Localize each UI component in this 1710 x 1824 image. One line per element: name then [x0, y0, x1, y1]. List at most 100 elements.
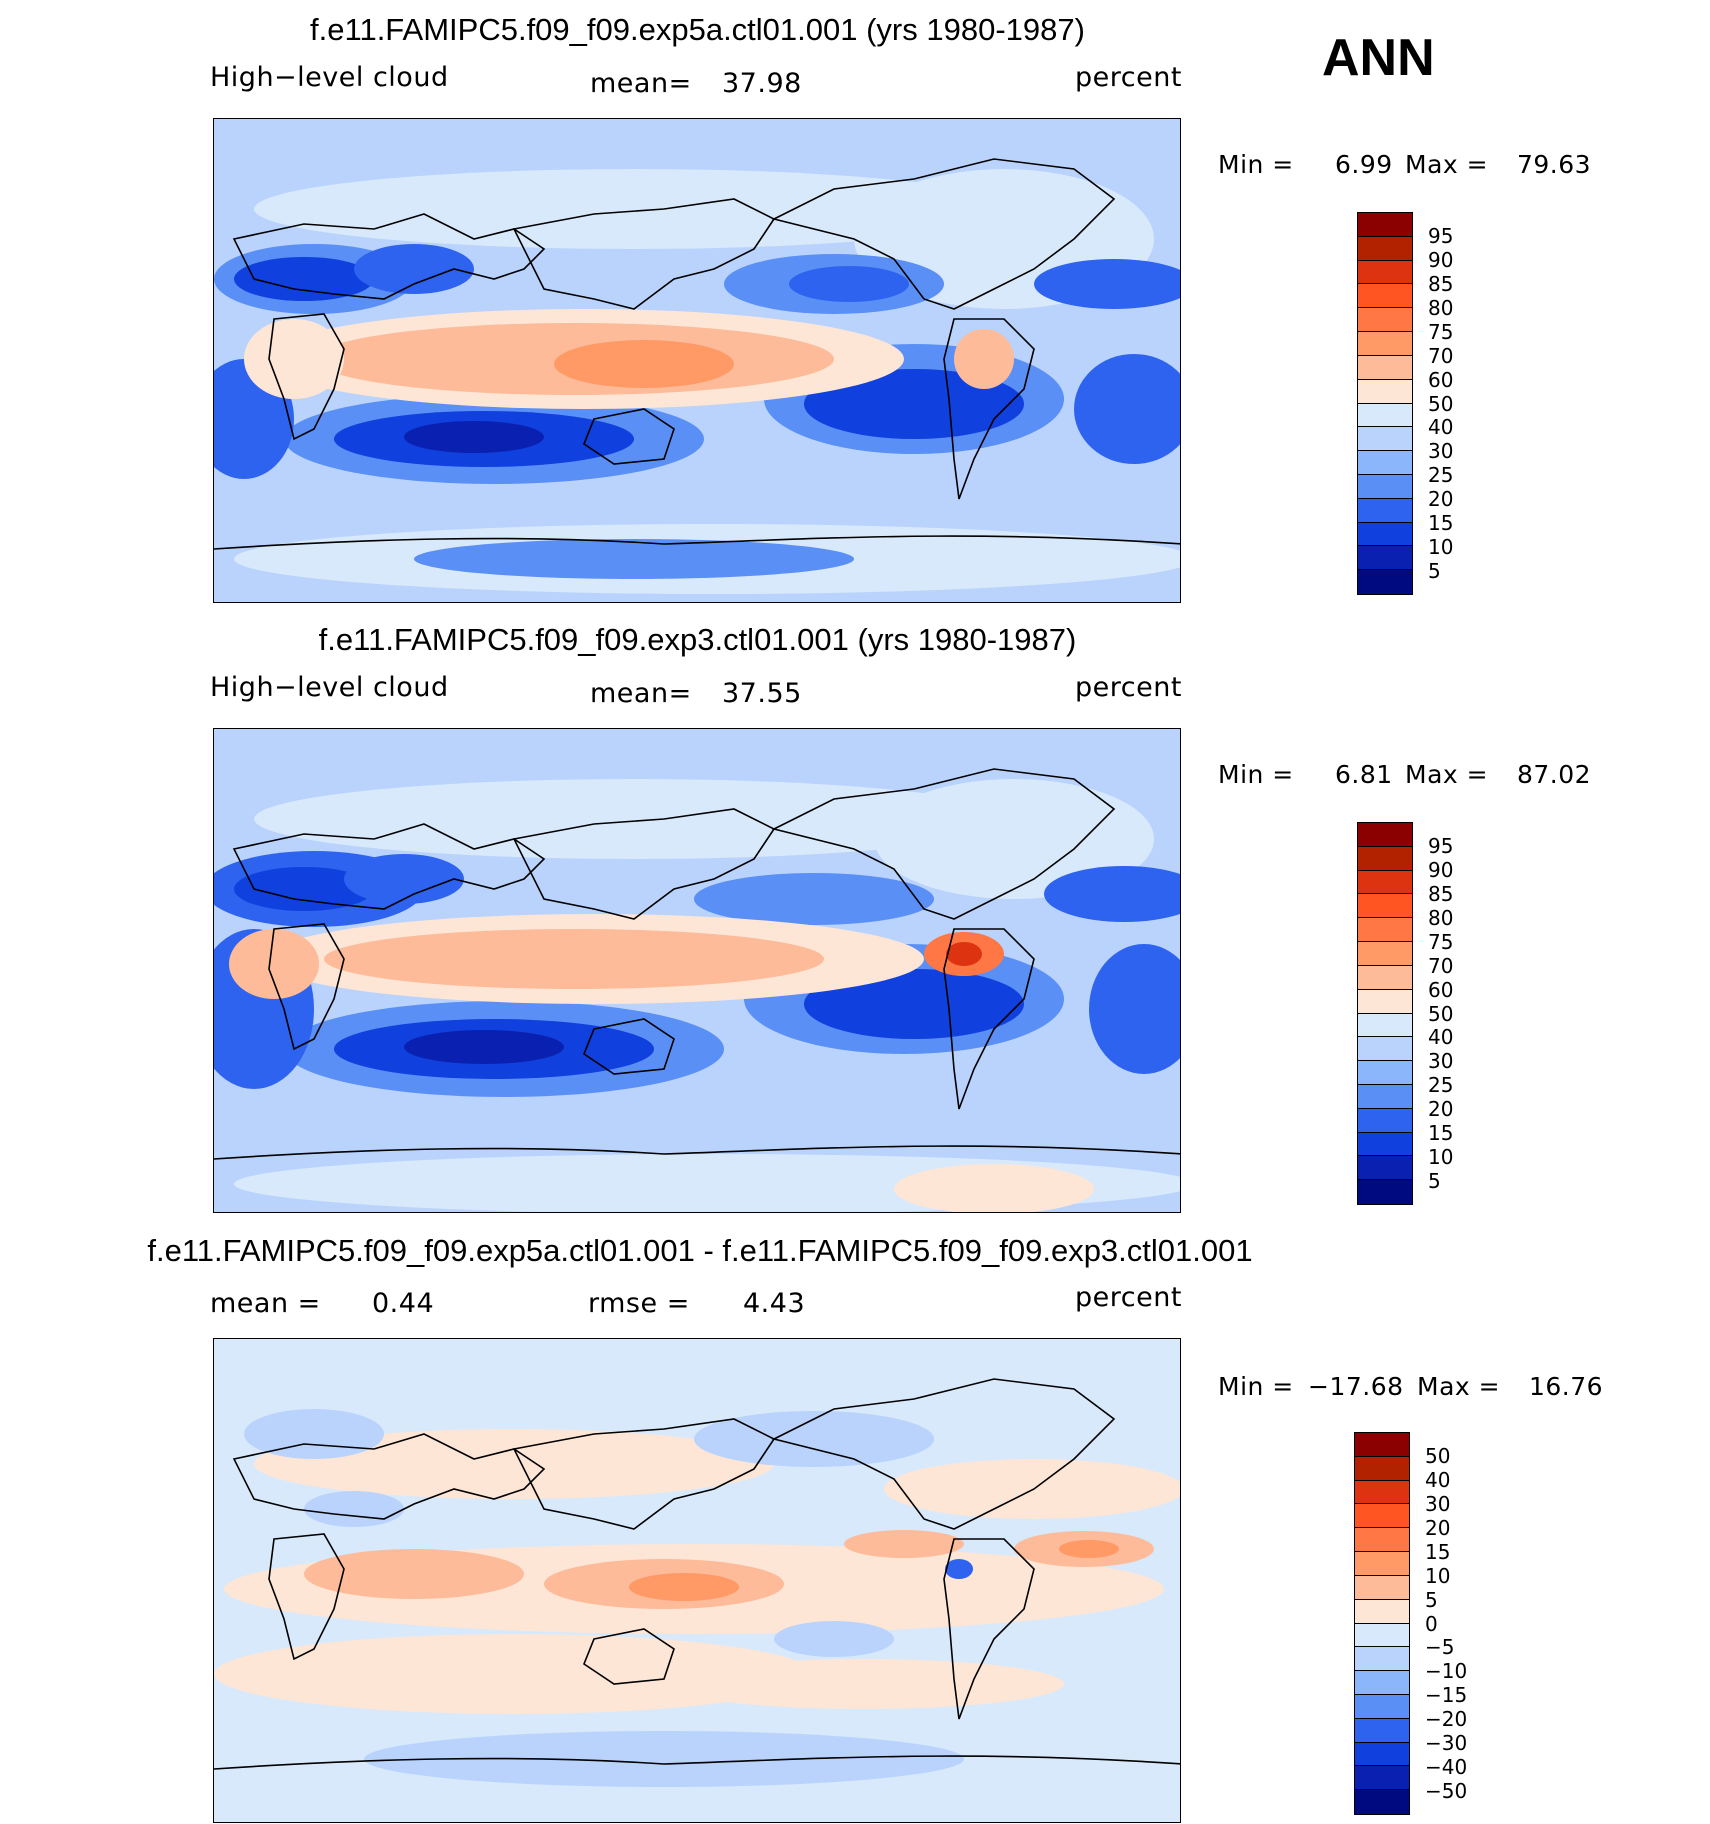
panel-2-colorbar	[1357, 822, 1413, 1205]
season-label: ANN	[1322, 29, 1435, 87]
panel-3-units: percent	[1075, 1282, 1182, 1313]
tick-label: 40	[1425, 1467, 1451, 1492]
colorbar-swatch	[1355, 1480, 1409, 1505]
colorbar-swatch	[1355, 1718, 1409, 1743]
colorbar-swatch	[1355, 1647, 1409, 1672]
tick-label: 85	[1428, 271, 1454, 296]
panel-1-mean-label: mean=	[590, 68, 692, 99]
tick-label: −10	[1425, 1659, 1468, 1684]
tick-label: 50	[1428, 391, 1454, 416]
panel-3-rmse-value: 4.43	[743, 1288, 806, 1319]
tick-label: 80	[1428, 905, 1454, 930]
colorbar-swatch	[1358, 1156, 1412, 1181]
colorbar-swatch	[1358, 522, 1412, 547]
panel-3-min-label: Min =	[1218, 1372, 1294, 1401]
tick-label: 30	[1428, 1049, 1454, 1074]
tick-label: 40	[1428, 415, 1454, 440]
tick-label: 5	[1428, 559, 1441, 584]
colorbar-swatch	[1355, 1766, 1409, 1791]
colorbar-swatch	[1358, 1013, 1412, 1038]
tick-label: 25	[1428, 1073, 1454, 1098]
panel-3-min-value: −17.68	[1308, 1372, 1404, 1401]
panel-1-min-value: 6.99	[1335, 150, 1393, 179]
colorbar-swatch	[1358, 894, 1412, 919]
colorbar-swatch	[1358, 308, 1412, 333]
tick-label: 20	[1428, 1097, 1454, 1122]
colorbar-swatch	[1355, 1790, 1409, 1814]
panel-3-colorbar	[1354, 1432, 1410, 1815]
colorbar-swatch	[1355, 1623, 1409, 1648]
colorbar-swatch	[1355, 1575, 1409, 1600]
tick-label: 15	[1428, 1121, 1454, 1146]
colorbar-swatch	[1358, 965, 1412, 990]
colorbar-swatch	[1355, 1552, 1409, 1576]
colorbar-swatch	[1355, 1456, 1409, 1481]
tick-label: 95	[1428, 223, 1454, 248]
panel-1-max-value: 79.63	[1517, 150, 1592, 179]
colorbar-swatch	[1358, 451, 1412, 475]
colorbar-swatch	[1355, 1504, 1409, 1529]
colorbar-swatch	[1358, 942, 1412, 966]
panel-3-mean-label: mean =	[210, 1288, 321, 1319]
colorbar-swatch	[1355, 1694, 1409, 1719]
panel-3-field	[214, 1339, 1180, 1822]
colorbar-swatch	[1358, 427, 1412, 452]
panel-3-max-label: Max =	[1417, 1372, 1501, 1401]
panel-2-variable: High−level cloud	[210, 672, 449, 703]
panel-3-mean-value: 0.44	[372, 1288, 435, 1319]
colorbar-swatch	[1358, 846, 1412, 871]
tick-label: 30	[1428, 439, 1454, 464]
colorbar-swatch	[1355, 1433, 1409, 1457]
panel-1-mean-value: 37.98	[722, 68, 802, 99]
panel-2-max-value: 87.02	[1517, 760, 1592, 789]
colorbar-swatch	[1358, 474, 1412, 499]
colorbar-swatch	[1358, 403, 1412, 428]
tick-label: 30	[1425, 1491, 1451, 1516]
tick-label: −30	[1425, 1731, 1468, 1756]
panel-3-rmse-label: rmse =	[588, 1288, 690, 1319]
tick-label: 75	[1428, 319, 1454, 344]
panel-1-max-label: Max =	[1405, 150, 1489, 179]
panel-3-map	[213, 1338, 1181, 1823]
tick-label: 90	[1428, 857, 1454, 882]
panel-1-variable: High−level cloud	[210, 62, 449, 93]
colorbar-swatch	[1358, 213, 1412, 237]
tick-label: 20	[1425, 1515, 1451, 1540]
colorbar-swatch	[1358, 1084, 1412, 1109]
panel-1-title: f.e11.FAMIPC5.f09_f09.exp5a.ctl01.001 (y…	[310, 12, 1085, 47]
colorbar-swatch	[1355, 1599, 1409, 1624]
panel-2-mean-label: mean=	[590, 678, 692, 709]
tick-label: −50	[1425, 1779, 1468, 1804]
colorbar-swatch	[1358, 379, 1412, 404]
colorbar-swatch	[1358, 1037, 1412, 1062]
colorbar-swatch	[1358, 332, 1412, 356]
tick-label: 10	[1428, 535, 1454, 560]
panel-2-title: f.e11.FAMIPC5.f09_f09.exp3.ctl01.001 (yr…	[318, 622, 1077, 657]
panel-2-units: percent	[1075, 672, 1182, 703]
colorbar-swatch	[1358, 870, 1412, 895]
tick-label: 80	[1428, 295, 1454, 320]
colorbar-swatch	[1358, 236, 1412, 261]
colorbar-swatch	[1358, 498, 1412, 523]
colorbar-swatch	[1355, 1671, 1409, 1695]
panel-2-min-value: 6.81	[1335, 760, 1393, 789]
tick-label: 85	[1428, 881, 1454, 906]
panel-1-colorbar	[1357, 212, 1413, 595]
tick-label: 70	[1428, 343, 1454, 368]
panel-1-map	[213, 118, 1181, 603]
tick-label: 20	[1428, 487, 1454, 512]
panel-2-max-label: Max =	[1405, 760, 1489, 789]
tick-label: 70	[1428, 953, 1454, 978]
tick-label: 40	[1428, 1025, 1454, 1050]
colorbar-swatch	[1358, 1132, 1412, 1157]
tick-label: 25	[1428, 463, 1454, 488]
tick-label: 10	[1425, 1563, 1451, 1588]
tick-label: −20	[1425, 1707, 1468, 1732]
colorbar-swatch	[1358, 570, 1412, 594]
colorbar-swatch	[1355, 1742, 1409, 1767]
tick-label: 50	[1425, 1443, 1451, 1468]
colorbar-swatch	[1358, 918, 1412, 943]
panel-3-title: f.e11.FAMIPC5.f09_f09.exp5a.ctl01.001 - …	[147, 1233, 1253, 1268]
tick-label: −15	[1425, 1683, 1468, 1708]
tick-label: 15	[1428, 511, 1454, 536]
